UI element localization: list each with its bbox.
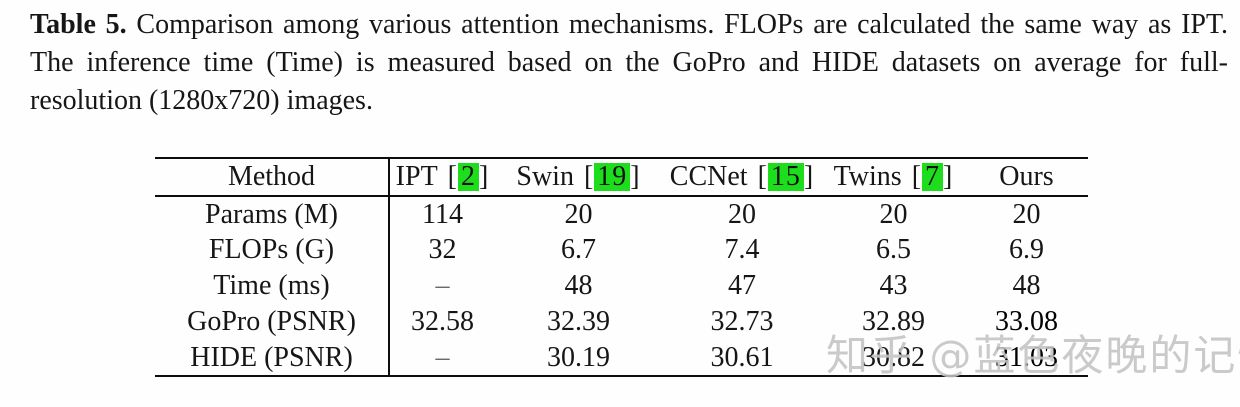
table-cell: – [435, 341, 450, 373]
citation-link[interactable]: [15] [757, 161, 815, 192]
table-row-flops: FLOPs (G) 32 6.7 7.4 6.5 6.9 [155, 232, 1088, 268]
row-label: HIDE (PSNR) [155, 340, 390, 376]
table-cell: 32.73 [710, 306, 774, 337]
table-cell: 30.19 [547, 341, 610, 373]
citation-number[interactable]: 2 [460, 161, 477, 192]
table-cell: 32.39 [547, 306, 610, 337]
table-cell: 6.5 [876, 234, 911, 265]
citation-number[interactable]: 7 [924, 161, 942, 192]
table-caption: Table 5. Comparison among various attent… [30, 6, 1228, 120]
column-header-swin: Swin[19] [495, 158, 662, 197]
table-cell: 6.9 [1009, 234, 1044, 265]
table-row-hide: HIDE (PSNR) – 30.19 30.61 30.82 31.03 [155, 340, 1088, 376]
column-header-ccnet: CCNet[15] [662, 158, 822, 197]
table-row-gopro: GoPro (PSNR) 32.58 32.39 32.73 32.89 33.… [155, 304, 1088, 340]
table-cell: 6.7 [561, 234, 596, 265]
header-row: Method IPT[2] Swin[19] CCNet[15] Twins[7… [155, 158, 1088, 197]
caption-label: Table 5. [30, 9, 127, 40]
table-cell: 48 [564, 270, 593, 301]
table-cell: 30.61 [710, 341, 774, 373]
table-cell: 114 [422, 198, 463, 230]
comparison-table: Method IPT[2] Swin[19] CCNet[15] Twins[7… [155, 157, 1088, 377]
row-label: Params (M) [155, 196, 390, 232]
table-cell: 7.4 [724, 234, 760, 265]
table-cell: 30.82 [862, 341, 925, 373]
table-cell-best: 33.08 [995, 306, 1058, 337]
table-row-time: Time (ms) – 48 47 43 48 [155, 268, 1088, 304]
row-label: Time (ms) [155, 268, 390, 304]
table-cell: 32 [428, 234, 457, 265]
table-cell: 32.58 [411, 306, 474, 337]
table-cell: 47 [728, 270, 756, 301]
citation-link[interactable]: [2] [447, 161, 490, 192]
table-cell: – [435, 270, 450, 301]
citation-link[interactable]: [7] [911, 161, 954, 192]
citation-number[interactable]: 19 [596, 161, 629, 192]
row-label: FLOPs (G) [155, 232, 390, 268]
column-header-method: Method [155, 158, 390, 197]
table-cell: 20 [564, 198, 593, 230]
citation-link[interactable]: [19] [583, 161, 641, 192]
table-cell: 32.89 [862, 306, 925, 337]
table-cell: 20 [879, 198, 908, 230]
table-cell: 20 [728, 198, 756, 230]
row-label: GoPro (PSNR) [155, 304, 390, 340]
caption-text: Comparison among various attention mecha… [30, 9, 1229, 116]
table-cell: 48 [1012, 270, 1041, 301]
table-cell-best: 31.03 [995, 341, 1058, 373]
table-row-params: Params (M) 114 20 20 20 20 [155, 196, 1088, 232]
column-header-ipt: IPT[2] [389, 158, 495, 197]
column-header-ours: Ours [965, 158, 1088, 197]
table-cell: 43 [879, 270, 908, 301]
citation-number[interactable]: 15 [769, 161, 802, 192]
table-cell: 20 [1012, 198, 1041, 230]
column-header-twins: Twins[7] [822, 158, 965, 197]
